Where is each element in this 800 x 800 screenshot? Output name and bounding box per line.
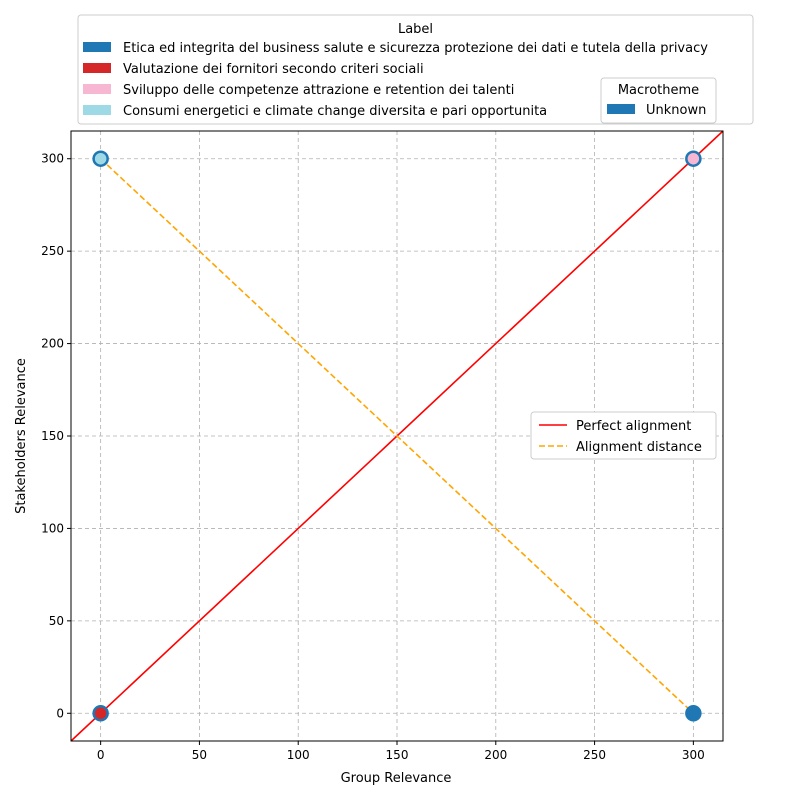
x-tick-label: 300 — [682, 748, 705, 762]
data-point — [685, 705, 702, 722]
line-legend: Perfect alignment Alignment distance — [530, 411, 717, 460]
y-tick-label: 50 — [49, 614, 64, 628]
y-axis-ticks: 0 50 100 150 200 250 300 — [41, 152, 71, 720]
macrotheme-legend-title: Macrotheme — [618, 83, 699, 98]
y-tick-label: 200 — [41, 337, 64, 351]
label-legend-swatch — [83, 42, 111, 52]
macrotheme-legend: Macrotheme Unknown — [600, 77, 717, 124]
x-tick-label: 200 — [484, 748, 507, 762]
x-tick-label: 100 — [287, 748, 310, 762]
data-points — [92, 150, 702, 722]
x-axis-ticks: 0 50 100 150 200 250 300 — [97, 741, 705, 762]
y-tick-label: 100 — [41, 521, 64, 535]
label-legend-box — [77, 14, 754, 125]
y-tick-label: 300 — [41, 152, 64, 166]
x-tick-label: 0 — [97, 748, 105, 762]
x-tick-label: 250 — [583, 748, 606, 762]
series-lines — [70, 130, 724, 742]
x-axis-label: Group Relevance — [341, 771, 452, 786]
label-legend-swatch — [83, 63, 111, 73]
alignment-distance-line — [100, 158, 694, 714]
y-tick-label: 250 — [41, 244, 64, 258]
y-axis-label: Stakeholders Relevance — [14, 358, 29, 514]
label-legend-title: Label — [398, 22, 433, 37]
label-legend-entry: Etica ed integrita del business salute e… — [123, 41, 708, 56]
label-legend-entry: Valutazione dei fornitori secondo criter… — [123, 62, 424, 77]
y-tick-label: 150 — [41, 429, 64, 443]
macrotheme-legend-entry: Unknown — [646, 103, 706, 118]
line-legend-entry: Perfect alignment — [576, 419, 691, 434]
x-tick-label: 50 — [192, 748, 207, 762]
label-legend-swatch — [83, 84, 111, 94]
label-legend-swatch — [83, 105, 111, 115]
label-legend-entry: Sviluppo delle competenze attrazione e r… — [123, 83, 514, 98]
label-legend: Label Etica ed integrita del business sal… — [77, 14, 754, 125]
data-point — [92, 150, 109, 167]
x-tick-label: 150 — [386, 748, 409, 762]
line-legend-entry: Alignment distance — [576, 440, 702, 455]
data-point — [92, 705, 109, 722]
label-legend-entry: Consumi energetici e climate change dive… — [123, 104, 547, 119]
macrotheme-legend-swatch — [607, 104, 635, 114]
line-legend-box — [530, 411, 717, 460]
data-point — [685, 150, 702, 167]
y-tick-label: 0 — [56, 706, 64, 720]
